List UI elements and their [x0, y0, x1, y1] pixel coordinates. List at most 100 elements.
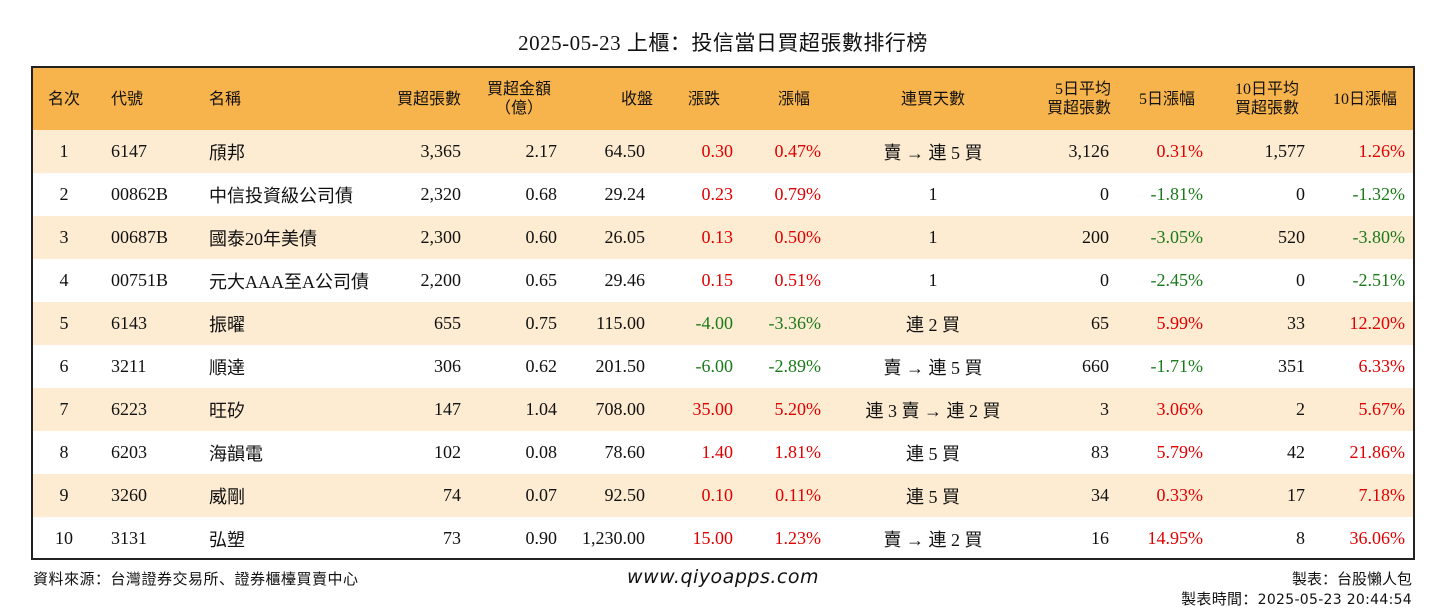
- amount-cell: 0.68: [525, 184, 558, 204]
- name-cell: 弘塑: [209, 529, 245, 550]
- code-cell: 00687B: [111, 227, 169, 247]
- avg10-cell: 0: [1296, 270, 1305, 290]
- pct-cell: 1.23%: [774, 528, 822, 548]
- rank-cell: 8: [59, 442, 69, 462]
- change-cell: 0.15: [701, 270, 734, 290]
- pct-cell: -3.36%: [768, 313, 822, 333]
- table-row: 4 00751B 元大AAA至A公司債 2,200 0.65 29.46 0.15 0.51%…: [33, 259, 1413, 302]
- pct10-cell: 6.33%: [1358, 356, 1406, 376]
- column-header-avg5: 5日平均 買超張數: [1046, 81, 1111, 117]
- avg10-cell: 1,577: [1264, 141, 1306, 161]
- code-cell: 6223: [111, 399, 147, 419]
- amount-cell: 0.07: [525, 485, 558, 505]
- streak-cell: 賣 → 連 5 買: [883, 357, 983, 378]
- streak-cell: 連 5 買: [906, 443, 960, 464]
- net-buy-cell: 73: [443, 528, 461, 548]
- pct5-cell: 5.79%: [1156, 442, 1204, 462]
- close-cell: 64.50: [604, 141, 646, 161]
- avg5-cell: 3,126: [1068, 141, 1110, 161]
- name-cell: 元大AAA至A公司債: [209, 271, 369, 292]
- name-cell: 振曜: [209, 314, 245, 335]
- pct10-cell: 12.20%: [1349, 313, 1406, 333]
- column-header-amount: 買超金額 （億）: [486, 81, 551, 117]
- pct5-cell: 14.95%: [1147, 528, 1204, 548]
- name-cell: 中信投資級公司債: [209, 185, 353, 206]
- pct10-cell: -2.51%: [1352, 270, 1406, 290]
- name-cell: 順達: [209, 357, 245, 378]
- table-row: 8 6203 海韻電 102 0.08 78.60 1.40 1.81% 連 5 買 83 5.79…: [33, 431, 1413, 474]
- close-cell: 708.00: [595, 399, 646, 419]
- change-cell: 1.40: [701, 442, 734, 462]
- pct-cell: 5.20%: [774, 399, 822, 419]
- name-cell: 頎邦: [209, 142, 245, 163]
- amount-cell: 1.04: [525, 399, 558, 419]
- amount-cell: 2.17: [525, 141, 558, 161]
- rank-cell: 6: [59, 356, 69, 376]
- ranking-table-container: 名次 代號 名稱 買超張數 買超金額 （億） 收盤 漲跌 漲幅 連買天數 5日平均 買超張數 5日漲…: [31, 66, 1415, 560]
- rank-cell: 9: [59, 485, 69, 505]
- name-cell: 海韻電: [209, 443, 263, 464]
- avg5-cell: 3: [1100, 399, 1109, 419]
- page-title: 2025-05-23 上櫃：投信當日買超張數排行榜: [518, 31, 928, 55]
- rank-cell: 10: [55, 528, 73, 548]
- net-buy-cell: 74: [443, 485, 461, 505]
- generated-time-label: 製表時間：: [1181, 592, 1258, 608]
- column-header-net-buy: 買超張數: [396, 90, 461, 108]
- avg5-cell: 65: [1091, 313, 1109, 333]
- pct10-cell: 36.06%: [1349, 528, 1406, 548]
- pct5-cell: 0.33%: [1156, 485, 1204, 505]
- pct10-cell: 7.18%: [1358, 485, 1406, 505]
- change-cell: 0.23: [701, 184, 734, 204]
- column-header-change: 漲跌: [687, 90, 720, 108]
- rank-cell: 3: [59, 227, 69, 247]
- pct10-cell: -1.32%: [1352, 184, 1406, 204]
- column-header-code: 代號: [111, 90, 144, 108]
- pct-cell: 0.11%: [775, 485, 821, 505]
- net-buy-cell: 3,365: [420, 141, 462, 161]
- close-cell: 29.24: [604, 184, 646, 204]
- pct10-cell: 1.26%: [1358, 141, 1406, 161]
- close-cell: 29.46: [604, 270, 646, 290]
- avg10-cell: 0: [1296, 184, 1305, 204]
- change-cell: -4.00: [695, 313, 734, 333]
- code-cell: 00751B: [111, 270, 169, 290]
- name-cell: 威剛: [209, 486, 245, 507]
- pct5-cell: -1.81%: [1150, 184, 1204, 204]
- pct10-cell: 21.86%: [1349, 442, 1406, 462]
- ranking-table: 名次 代號 名稱 買超張數 買超金額 （億） 收盤 漲跌 漲幅 連買天數 5日平均 買超張數 5日漲…: [33, 68, 1413, 558]
- change-cell: 0.10: [701, 485, 734, 505]
- avg10-cell: 42: [1287, 442, 1305, 462]
- pct5-cell: -1.71%: [1150, 356, 1204, 376]
- column-header-streak: 連買天數: [900, 90, 965, 108]
- streak-cell: 1: [928, 184, 938, 204]
- close-cell: 201.50: [595, 356, 646, 376]
- change-cell: -6.00: [695, 356, 734, 376]
- net-buy-cell: 102: [434, 442, 461, 462]
- code-cell: 6203: [111, 442, 147, 462]
- amount-cell: 0.08: [525, 442, 558, 462]
- table-row: 1 6147 頎邦 3,365 2.17 64.50 0.30 0.47% 賣 → 連 5 買 3…: [33, 130, 1413, 173]
- streak-cell: 賣 → 連 5 買: [883, 142, 983, 163]
- name-cell: 國泰20年美債: [209, 228, 317, 249]
- net-buy-cell: 2,320: [420, 184, 462, 204]
- pct-cell: 0.47%: [774, 141, 822, 161]
- code-cell: 6143: [111, 313, 147, 333]
- amount-cell: 0.60: [525, 227, 558, 247]
- table-row: 5 6143 振曜 655 0.75 115.00 -4.00 -3.36% 連 2 買 65 5.…: [33, 302, 1413, 345]
- streak-cell: 1: [928, 227, 938, 247]
- table-row: 9 3260 威剛 74 0.07 92.50 0.10 0.11% 連 5 買 34 0.33% 1…: [33, 474, 1413, 517]
- avg5-cell: 660: [1082, 356, 1109, 376]
- streak-cell: 賣 → 連 2 買: [883, 529, 983, 550]
- pct10-cell: 5.67%: [1358, 399, 1406, 419]
- rank-cell: 1: [59, 141, 69, 161]
- avg10-cell: 351: [1278, 356, 1305, 376]
- table-row: 10 3131 弘塑 73 0.90 1,230.00 15.00 1.23% 賣 → 連 2 …: [33, 517, 1413, 558]
- website-link[interactable]: www.qiyoapps.com: [627, 566, 819, 588]
- close-cell: 92.50: [604, 485, 646, 505]
- code-cell: 00862B: [111, 184, 169, 204]
- column-header-rank: 名次: [47, 90, 80, 108]
- avg5-cell: 83: [1091, 442, 1109, 462]
- streak-cell: 連 5 買: [906, 486, 960, 507]
- pct10-cell: -3.80%: [1352, 227, 1406, 247]
